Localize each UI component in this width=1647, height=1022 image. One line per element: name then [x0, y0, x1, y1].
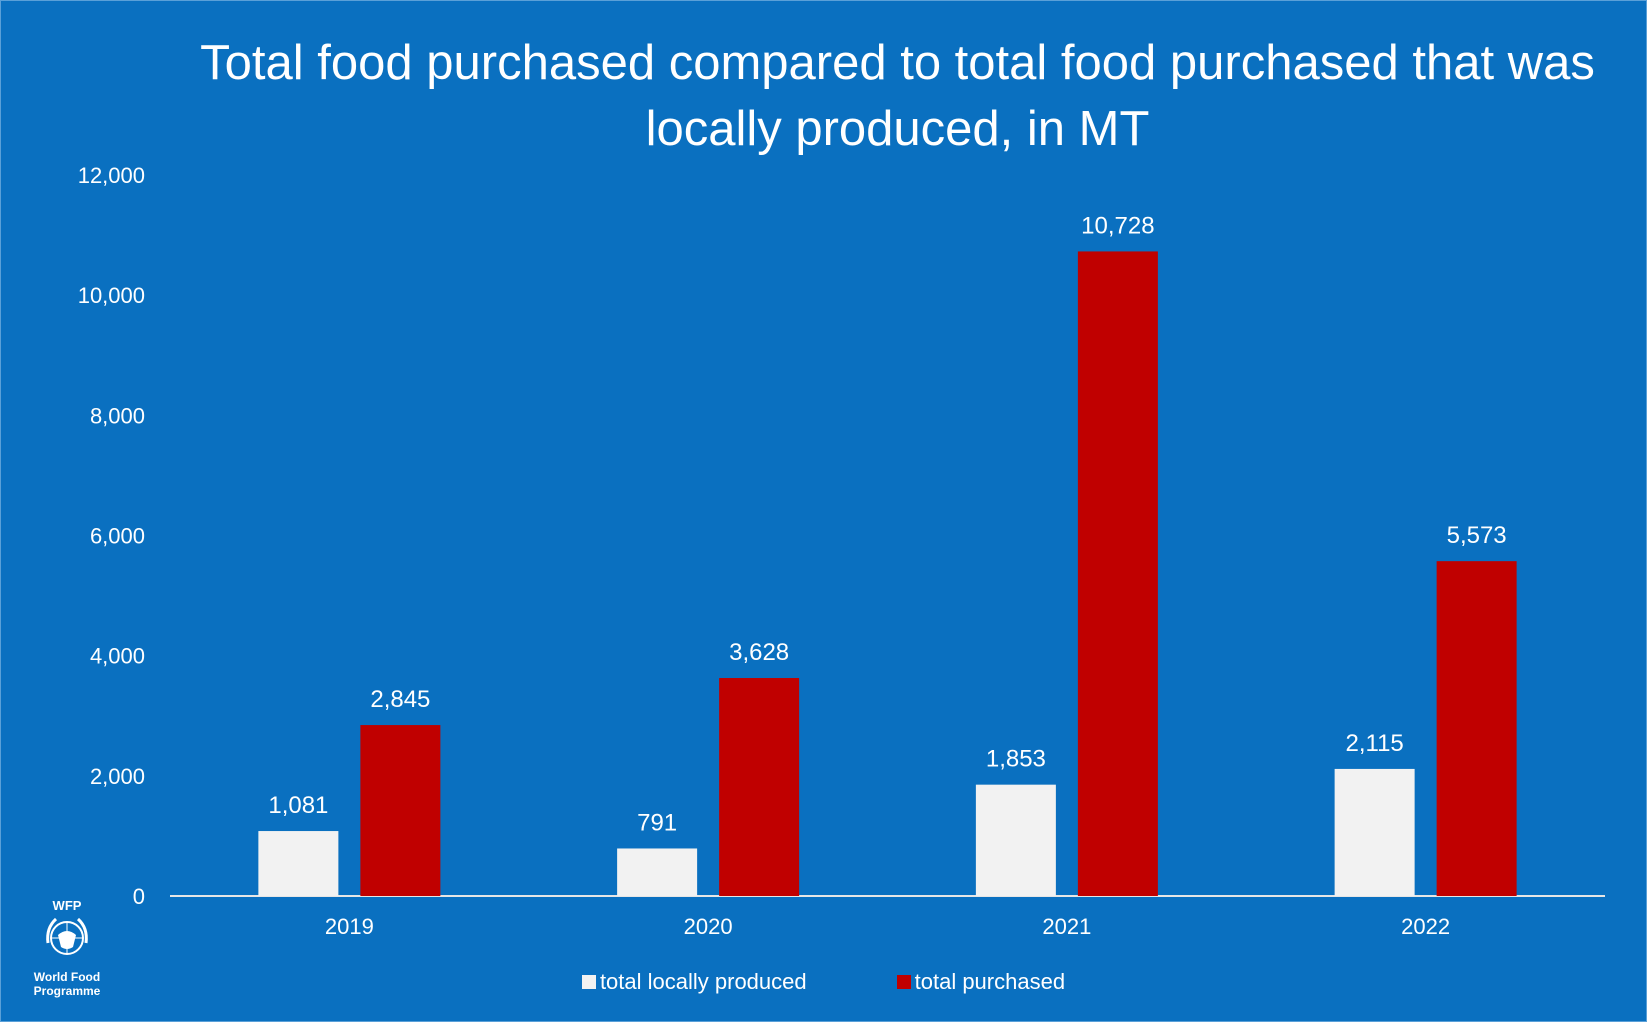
legend-label-purchased: total purchased	[914, 969, 1066, 994]
y-tick-label: 8,000	[90, 403, 145, 428]
x-tick-label: 2020	[684, 914, 733, 939]
y-tick-label: 6,000	[90, 524, 145, 549]
legend: total locally produced total purchased	[0, 969, 1647, 995]
data-label-locally-produced-2022: 2,115	[1345, 730, 1403, 757]
legend-item-purchased: total purchased	[896, 969, 1066, 995]
legend-label-locally-produced: total locally produced	[599, 969, 807, 994]
wfp-emblem-icon	[46, 917, 88, 955]
bar-locally-produced-2020	[617, 848, 698, 896]
data-label-purchased-2021: 10,728	[1081, 212, 1154, 239]
bar-purchased-2022	[1436, 561, 1517, 896]
bar-purchased-2021	[1077, 251, 1158, 896]
bar-locally-produced-2021	[975, 784, 1056, 896]
data-label-purchased-2022: 5,573	[1447, 522, 1507, 549]
wfp-logo: WFP World Food Programme	[26, 898, 108, 998]
bar-purchased-2019	[360, 725, 441, 896]
x-tick-label: 2021	[1042, 914, 1091, 939]
y-tick-label: 0	[133, 884, 145, 909]
data-label-locally-produced-2019: 1,081	[268, 792, 328, 819]
x-tick-label: 2019	[325, 914, 374, 939]
chart-title: Total food purchased compared to total f…	[200, 36, 1595, 156]
legend-swatch-locally-produced	[581, 975, 596, 989]
bar-locally-produced-2022	[1334, 768, 1415, 896]
data-label-locally-produced-2021: 1,853	[986, 746, 1046, 773]
logo-bottom-text: World Food Programme	[33, 970, 101, 998]
bar-locally-produced-2019	[258, 831, 339, 896]
legend-item-locally-produced: total locally produced	[581, 969, 807, 995]
y-tick-label: 12,000	[78, 163, 145, 188]
y-tick-label: 10,000	[78, 283, 145, 308]
legend-swatch-purchased	[896, 975, 911, 989]
data-label-purchased-2019: 2,845	[370, 686, 430, 713]
data-label-purchased-2020: 3,628	[729, 639, 789, 666]
bar-purchased-2020	[719, 678, 800, 896]
x-tick-label: 2022	[1401, 914, 1450, 939]
logo-top-text: WFP	[52, 898, 82, 913]
y-tick-label: 4,000	[90, 644, 145, 669]
data-label-locally-produced-2020: 791	[637, 809, 677, 836]
y-tick-label: 2,000	[90, 764, 145, 789]
